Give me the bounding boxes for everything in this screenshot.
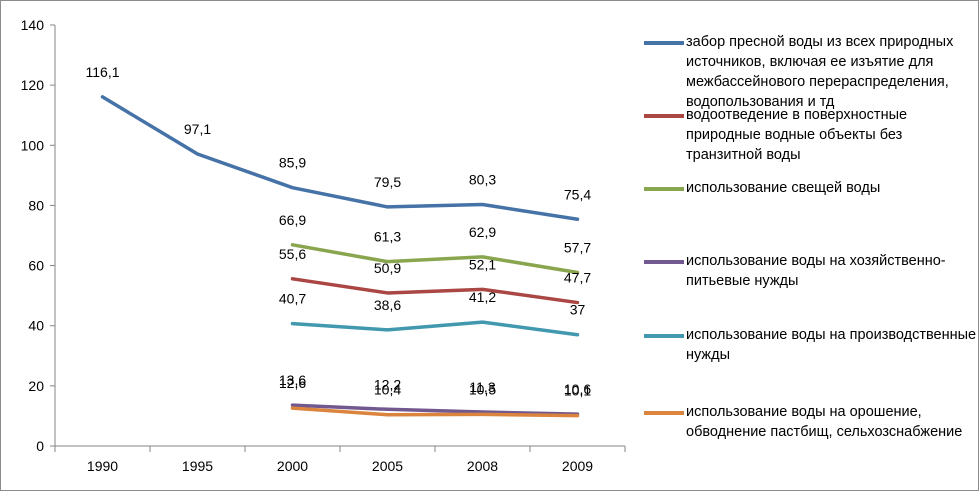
x-tick-label: 1990 (87, 458, 118, 474)
data-label: 10,1 (564, 383, 591, 399)
x-tick-label: 2000 (277, 458, 308, 474)
x-tick-label: 2005 (372, 458, 403, 474)
data-label: 97,1 (184, 121, 211, 137)
data-label: 80,3 (469, 172, 496, 188)
data-label: 85,9 (279, 155, 306, 171)
data-label: 13,6 (279, 372, 306, 388)
data-label: 52,1 (469, 256, 496, 272)
data-label: 37 (570, 302, 586, 318)
series-line-0 (100, 95, 580, 222)
y-tick-label: 140 (21, 17, 45, 33)
legend-label: забор пресной воды из всех природных ист… (686, 34, 954, 110)
legend-swatch (644, 411, 684, 415)
data-label: 50,9 (374, 260, 401, 276)
legend-label: использование свещей воды (686, 180, 881, 196)
legend-swatch (644, 114, 684, 118)
data-label: 11,3 (469, 379, 495, 395)
chart-legend: забор пресной воды из всех природных ист… (644, 0, 979, 491)
legend-swatch (644, 41, 684, 45)
data-label: 79,5 (374, 174, 401, 190)
chart-axes: 0 20 40 60 80 100 120 140 1990 1995 2000 2005 2008 20… (21, 17, 626, 474)
data-label: 57,7 (564, 239, 591, 255)
series-line-2 (290, 243, 580, 275)
series-line-3 (290, 403, 580, 416)
series-line-5 (290, 406, 580, 418)
data-label: 10,5 (469, 381, 496, 397)
data-label: 116,1 (86, 64, 120, 80)
x-tick-label: 2008 (467, 458, 498, 474)
data-label: 40,7 (279, 291, 306, 307)
data-label: 10,6 (564, 381, 591, 397)
series-line-4 (290, 320, 580, 337)
data-label: 55,6 (279, 246, 306, 262)
data-label: 66,9 (279, 212, 306, 228)
legend-label: использование воды на орошение, обводнен… (686, 404, 963, 440)
data-label: 10,4 (374, 382, 401, 398)
y-tick-label: 20 (28, 378, 44, 394)
y-tick-label: 60 (28, 258, 44, 274)
x-tick-label: 1995 (182, 458, 213, 474)
data-label: 12,2 (374, 376, 401, 392)
data-label: 38,6 (374, 297, 401, 313)
y-tick-label: 80 (28, 197, 44, 213)
data-label: 61,3 (374, 229, 401, 245)
data-label: 75,4 (564, 186, 591, 202)
legend-label: использование воды на производственные н… (686, 327, 977, 363)
legend-swatch (644, 260, 684, 264)
series-line-1 (290, 277, 580, 305)
y-tick-label: 100 (21, 137, 45, 153)
data-label: 62,9 (469, 224, 496, 240)
chart-data-labels: 116,1 97,1 85,9 79,5 80,3 75,4 55,6 50,9 52,1 47,… (86, 64, 592, 399)
legend-swatch (644, 334, 684, 338)
legend-swatch (644, 187, 684, 191)
data-label: 41,2 (469, 289, 496, 305)
y-tick-label: 120 (21, 77, 45, 93)
y-tick-label: 0 (36, 438, 44, 454)
data-label: 12,6 (279, 375, 306, 391)
data-label: 47,7 (564, 270, 591, 286)
chart-series-lines (100, 95, 580, 418)
legend-label: использование воды на хозяйственно-питье… (686, 253, 946, 289)
x-tick-label: 2009 (562, 458, 593, 474)
legend-label: водоотведение в поверхностные природные … (686, 107, 908, 163)
line-chart: 0 20 40 60 80 100 120 140 1990 1995 2000 2005 2008 20… (21, 17, 626, 474)
y-tick-label: 40 (28, 318, 44, 334)
